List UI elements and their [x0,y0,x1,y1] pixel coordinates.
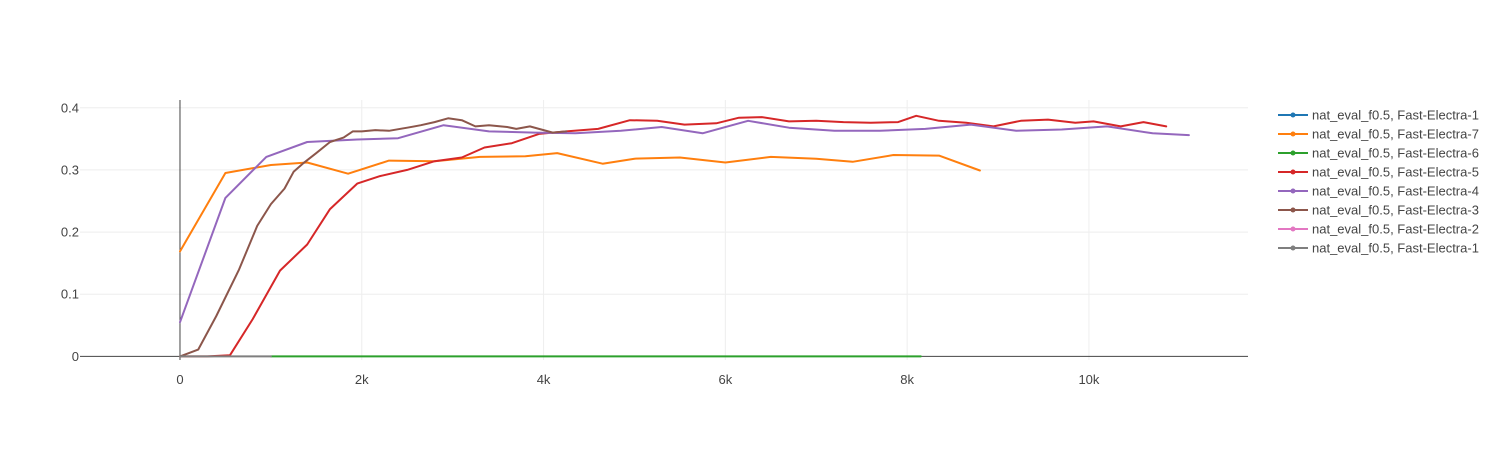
legend-item[interactable]: nat_eval_f0.5, Fast-Electra-3 [1278,203,1479,218]
y-tick-label: 0.2 [61,225,79,240]
legend-swatch-marker [1290,245,1296,251]
legend-item[interactable]: nat_eval_f0.5, Fast-Electra-7 [1278,127,1479,142]
grid [80,100,1248,360]
legend-swatch-marker [1290,169,1296,175]
y-tick-label: 0.3 [61,162,79,177]
legend-item[interactable]: nat_eval_f0.5, Fast-Electra-1 [1278,241,1479,256]
y-tick-label: 0 [72,349,79,364]
legend-label: nat_eval_f0.5, Fast-Electra-3 [1312,203,1479,218]
series-line-5[interactable] [179,119,1190,324]
y-tick-labels: 0 0.1 0.2 0.3 0.4 [61,100,79,364]
series-line-4[interactable] [179,114,1168,358]
x-tick-label: 2k [355,372,369,387]
legend-label: nat_eval_f0.5, Fast-Electra-7 [1312,127,1479,142]
x-tick-label: 8k [900,372,914,387]
legend-item[interactable]: nat_eval_f0.5, Fast-Electra-5 [1278,165,1479,180]
legend-item[interactable]: nat_eval_f0.5, Fast-Electra-6 [1278,146,1479,161]
y-tick-label: 0.4 [61,100,79,115]
legend-item[interactable]: nat_eval_f0.5, Fast-Electra-1 [1278,108,1479,123]
legend-label: nat_eval_f0.5, Fast-Electra-2 [1312,222,1479,237]
x-tick-label: 0 [176,372,183,387]
x-tick-label: 6k [718,372,732,387]
legend-label: nat_eval_f0.5, Fast-Electra-6 [1312,146,1479,161]
legend-swatch-marker [1290,226,1296,232]
series-line-2[interactable] [179,152,981,253]
legend-item[interactable]: nat_eval_f0.5, Fast-Electra-4 [1278,184,1479,199]
legend[interactable]: nat_eval_f0.5, Fast-Electra-1 nat_eval_f0… [1278,108,1479,256]
x-tick-label: 10k [1078,372,1099,387]
legend-label: nat_eval_f0.5, Fast-Electra-5 [1312,165,1479,180]
y-tick-label: 0.1 [61,287,79,302]
legend-swatch-marker [1290,131,1296,137]
legend-label: nat_eval_f0.5, Fast-Electra-1 [1312,241,1479,256]
legend-label: nat_eval_f0.5, Fast-Electra-4 [1312,184,1479,199]
x-tick-label: 4k [537,372,551,387]
legend-swatch-marker [1290,207,1296,213]
legend-label: nat_eval_f0.5, Fast-Electra-1 [1312,108,1479,123]
series-line-6[interactable] [179,117,568,358]
x-tick-labels: 0 2k 4k 6k 8k 10k [176,372,1100,387]
legend-swatch-marker [1290,112,1296,118]
legend-swatch-marker [1290,150,1296,156]
series-lines[interactable] [179,114,1190,358]
legend-swatch-marker [1290,188,1296,194]
legend-item[interactable]: nat_eval_f0.5, Fast-Electra-2 [1278,222,1479,237]
